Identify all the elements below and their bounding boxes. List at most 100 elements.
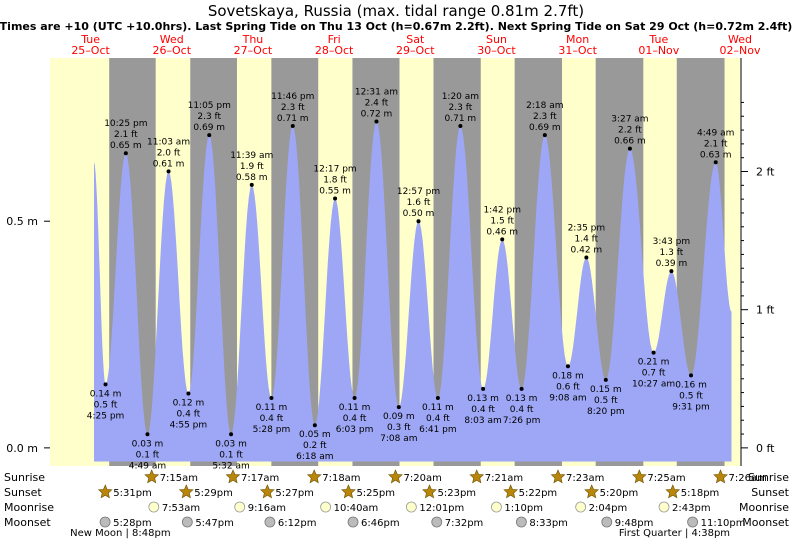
tide-time: 4:55 pm <box>170 420 208 430</box>
tide-height-ft: 0.5 ft <box>94 400 118 410</box>
tide-point <box>458 124 463 128</box>
sunset-star-icon <box>665 484 681 499</box>
tide-time: 1:20 am <box>442 92 479 102</box>
day-date: 31–Oct <box>558 44 597 57</box>
tide-time: 12:57 pm <box>397 187 440 197</box>
tide-height-m: 0.13 m <box>467 394 499 404</box>
tide-point <box>166 169 171 174</box>
high-tide-label-19: 1:42 pm1.5 ft0.46 m <box>483 205 521 237</box>
sunset-time: 5:27pm <box>275 488 314 499</box>
tide-time: 11:46 pm <box>271 92 314 102</box>
tide-height-ft: 2.4 ft <box>365 98 389 108</box>
tide-height-ft: 0.5 ft <box>679 391 703 401</box>
sunset-star-icon <box>178 484 194 499</box>
tide-height-ft: 0.4 ft <box>177 409 201 419</box>
tide-area <box>94 121 732 462</box>
moonrise-moon-icon <box>575 501 587 513</box>
tide-height-m: 0.58 m <box>236 173 268 183</box>
low-tide-label-14: 0.09 m0.3 ft7:08 am <box>380 412 417 444</box>
moonset-row-label-left: Moonset <box>4 516 51 529</box>
tide-height-m: 0.55 m <box>319 187 351 197</box>
sunrise-star-icon <box>306 469 322 484</box>
sunset-star-icon <box>422 484 437 499</box>
moonset-time: 11:10pm <box>701 518 746 529</box>
tide-height-ft: 2.0 ft <box>157 148 181 158</box>
tide-height-ft: 0.1 ft <box>136 450 160 460</box>
tide-point <box>123 151 128 156</box>
tide-point <box>312 423 317 428</box>
moonset-moon-icon <box>431 516 443 528</box>
moonset-time: 6:46pm <box>361 518 400 529</box>
sunrise-row-label-right: Sunrise <box>748 471 789 484</box>
sunrise-star-icon <box>713 469 728 484</box>
sunset-time: 5:18pm <box>681 488 720 499</box>
moonrise-time: 1:10pm <box>504 503 543 514</box>
day-date: 26–Oct <box>152 44 191 57</box>
sunrise-star-icon <box>388 469 403 484</box>
tide-height-m: 0.15 m <box>590 385 622 395</box>
tide-point <box>689 373 694 378</box>
day-date: 28–Oct <box>315 44 354 57</box>
tide-height-ft: 1.3 ft <box>660 248 684 258</box>
tide-time: 3:27 am <box>611 115 648 125</box>
tide-point <box>603 377 608 382</box>
high-tide-label-21: 2:18 am2.3 ft0.69 m <box>526 101 563 133</box>
low-tide-label-28: 0.16 m0.5 ft9:31 pm <box>672 380 710 412</box>
tide-time: 8:03 am <box>464 416 501 426</box>
moonset-moon-icon <box>601 516 613 528</box>
tide-point <box>416 219 421 224</box>
day-name: Tue <box>648 33 668 46</box>
tide-height-m: 0.11 m <box>422 403 454 413</box>
tide-height-ft: 0.1 ft <box>219 450 243 460</box>
moonset-moon-icon <box>264 516 276 528</box>
right-axis-bg <box>740 58 754 466</box>
tide-time: 6:03 pm <box>336 425 374 435</box>
sunrise-time: 7:15am <box>160 473 198 484</box>
tide-point <box>542 133 547 138</box>
moonrise-time: 10:40am <box>334 503 379 514</box>
moonrise-time: 7:53am <box>162 503 200 514</box>
sunset-row-label-left: Sunset <box>4 486 42 499</box>
tide-height-ft: 1.6 ft <box>407 198 431 208</box>
tide-height-m: 0.03 m <box>215 439 247 449</box>
day-name: Tue <box>80 33 100 46</box>
tide-curve <box>94 121 732 462</box>
tide-height-ft: 2.3 ft <box>533 112 557 122</box>
high-tide-label-27: 3:43 pm1.3 ft0.39 m <box>653 237 691 269</box>
sunrise-time: 7:20am <box>403 473 441 484</box>
tide-time: 6:18 am <box>296 452 333 462</box>
tide-time: 1:42 pm <box>483 205 521 215</box>
chart-title: Sovetskaya, Russia (max. tidal range 0.8… <box>208 2 584 20</box>
tide-height-m: 0.39 m <box>656 259 688 269</box>
day-name: Wed <box>160 33 184 46</box>
high-tide-label-9: 11:46 pm2.3 ft0.71 m <box>271 92 314 124</box>
tide-point <box>249 182 254 187</box>
low-tide-label-12: 0.11 m0.4 ft6:03 pm <box>336 403 374 435</box>
sunset-time: 5:22pm <box>519 488 558 499</box>
tide-height-m: 0.18 m <box>552 371 584 381</box>
tide-height-m: 0.50 m <box>403 209 435 219</box>
tide-height-ft: 0.3 ft <box>387 423 411 433</box>
day-name: Sat <box>406 33 425 46</box>
tide-height-ft: 2.2 ft <box>618 126 642 136</box>
high-tide-label-17: 1:20 am2.3 ft0.71 m <box>442 92 479 124</box>
sunset-time: 5:20pm <box>600 488 639 499</box>
day-date: 02–Nov <box>720 44 761 57</box>
tide-height-m: 0.66 m <box>614 137 646 147</box>
sunrise-star-icon <box>631 469 647 484</box>
tide-time: 9:31 pm <box>672 402 710 412</box>
tide-height-m: 0.69 m <box>529 123 561 133</box>
sunrise-time: 7:26am <box>729 473 767 484</box>
sunrise-time: 7:23am <box>566 473 604 484</box>
tide-point <box>207 133 212 138</box>
tide-time: 4:49 am <box>697 128 734 138</box>
tide-time: 10:27 am <box>632 380 675 390</box>
tide-time: 4:25 pm <box>87 411 125 421</box>
tide-height-ft: 0.4 ft <box>510 405 534 415</box>
sunrise-star-icon <box>144 469 160 484</box>
tide-time: 7:08 am <box>380 434 417 444</box>
tide-point <box>627 146 632 151</box>
axes: 0.0 m 0.5 m 0 ft 1 ft 2 ft <box>6 58 775 466</box>
sunrise-time: 7:17am <box>241 473 279 484</box>
